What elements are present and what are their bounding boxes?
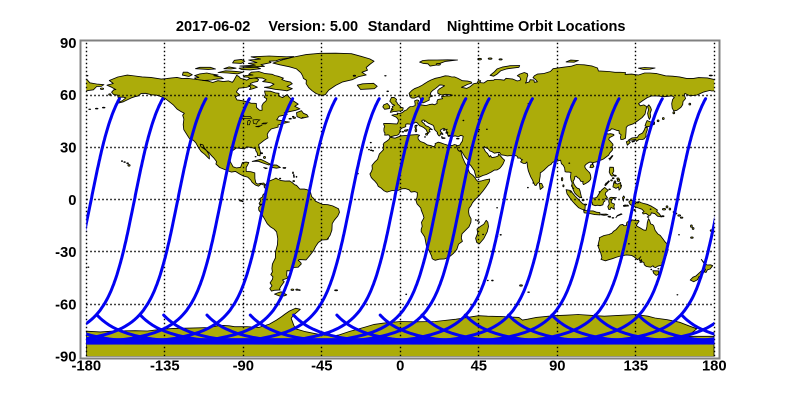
- svg-text:0: 0: [396, 358, 404, 374]
- svg-text:2017-06-02: 2017-06-02: [176, 19, 250, 35]
- svg-text:-30: -30: [55, 245, 76, 261]
- svg-text:0: 0: [68, 193, 76, 209]
- svg-text:-60: -60: [55, 297, 76, 313]
- svg-text:135: 135: [623, 358, 648, 374]
- svg-text:-90: -90: [233, 358, 254, 374]
- svg-text:180: 180: [702, 358, 727, 374]
- svg-text:90: 90: [60, 36, 76, 52]
- svg-text:45: 45: [471, 358, 487, 374]
- svg-text:-135: -135: [150, 358, 180, 374]
- svg-text:90: 90: [549, 358, 565, 374]
- svg-text:-90: -90: [55, 350, 76, 366]
- svg-text:Version: 5.00: Version: 5.00: [268, 19, 358, 35]
- svg-text:30: 30: [60, 140, 76, 156]
- svg-text:Nighttime Orbit Locations: Nighttime Orbit Locations: [447, 19, 626, 35]
- svg-text:60: 60: [60, 88, 76, 104]
- svg-text:-180: -180: [71, 358, 101, 374]
- svg-text:Standard: Standard: [368, 19, 431, 35]
- svg-text:-45: -45: [311, 358, 332, 374]
